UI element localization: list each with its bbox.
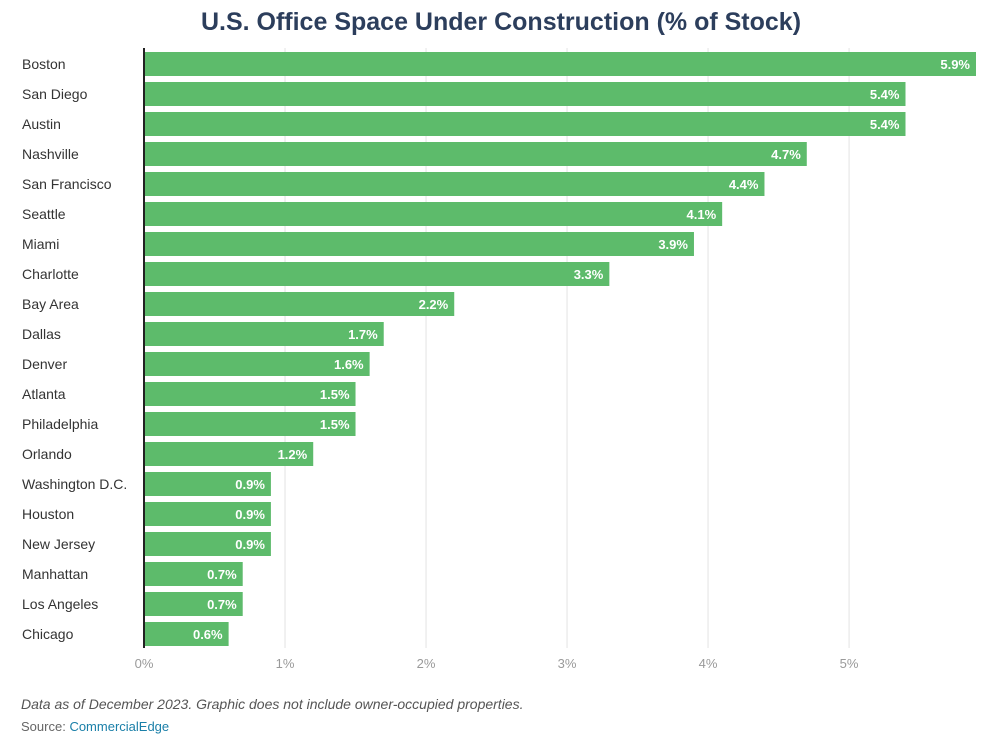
value-label: 0.9% [235, 507, 265, 522]
bar [144, 502, 271, 526]
source-line: Source: CommercialEdge [21, 719, 169, 734]
value-label: 5.4% [870, 87, 900, 102]
bar [144, 382, 356, 406]
value-labels: 5.9% 5.4% 5.4% 4.7% 4.4% 4.1% 3.9% 3.3% 2.2% 1.7%… [193, 57, 970, 642]
bar-chart: Boston San Diego Austin Nashville San Franci… [22, 48, 976, 671]
value-label: 0.9% [235, 537, 265, 552]
value-label: 0.9% [235, 477, 265, 492]
x-axis-tick-labels: 0% 1% 2% 3% 4% 5% [135, 656, 859, 671]
category-label: Washington D.C. [22, 476, 127, 492]
bar [144, 112, 906, 136]
bar [144, 532, 271, 556]
value-label: 4.4% [729, 177, 759, 192]
x-tick-label: 5% [840, 656, 859, 671]
value-label: 5.9% [940, 57, 970, 72]
category-label: New Jersey [22, 536, 95, 552]
category-labels: Boston San Diego Austin Nashville San Franci… [22, 56, 127, 642]
category-label: Dallas [22, 326, 61, 342]
value-label: 4.7% [771, 147, 801, 162]
category-label: Austin [22, 116, 61, 132]
bar [144, 562, 243, 586]
category-label: Miami [22, 236, 59, 252]
bar [144, 322, 384, 346]
value-label: 3.9% [658, 237, 688, 252]
value-label: 3.3% [574, 267, 604, 282]
category-label: Atlanta [22, 386, 66, 402]
x-tick-label: 1% [276, 656, 295, 671]
bar [144, 262, 610, 286]
value-label: 1.5% [320, 387, 350, 402]
bar [144, 412, 356, 436]
value-label: 1.2% [278, 447, 308, 462]
value-label: 1.5% [320, 417, 350, 432]
bar [144, 622, 229, 646]
category-label: Bay Area [22, 296, 79, 312]
category-label: Orlando [22, 446, 72, 462]
category-label: Nashville [22, 146, 79, 162]
category-label: Houston [22, 506, 74, 522]
category-label: Los Angeles [22, 596, 98, 612]
value-label: 0.6% [193, 627, 223, 642]
value-label: 1.6% [334, 357, 364, 372]
footnote: Data as of December 2023. Graphic does n… [21, 696, 524, 712]
bar [144, 442, 314, 466]
category-label: San Francisco [22, 176, 112, 192]
category-label: Seattle [22, 206, 66, 222]
value-label: 4.1% [687, 207, 717, 222]
bar [144, 202, 723, 226]
x-tick-label: 0% [135, 656, 154, 671]
bar [144, 472, 271, 496]
category-label: Philadelphia [22, 416, 98, 432]
value-label: 0.7% [207, 567, 237, 582]
bar [144, 82, 906, 106]
source-label: Source: [21, 719, 66, 734]
category-label: Chicago [22, 626, 74, 642]
bar [144, 52, 976, 76]
value-label: 0.7% [207, 597, 237, 612]
value-label: 2.2% [419, 297, 449, 312]
grid-lines [284, 48, 850, 648]
value-label: 5.4% [870, 117, 900, 132]
value-label: 1.7% [348, 327, 378, 342]
x-tick-label: 2% [417, 656, 436, 671]
chart-title: U.S. Office Space Under Construction (% … [200, 8, 802, 36]
bar [144, 142, 807, 166]
bar [144, 352, 370, 376]
bar [144, 292, 455, 316]
x-tick-label: 3% [558, 656, 577, 671]
category-label: San Diego [22, 86, 88, 102]
category-label: Manhattan [22, 566, 88, 582]
bar [144, 592, 243, 616]
x-tick-label: 4% [699, 656, 718, 671]
source-link[interactable]: CommercialEdge [69, 719, 170, 734]
bar [144, 172, 765, 196]
bar [144, 232, 694, 256]
category-label: Charlotte [22, 266, 79, 282]
bars [144, 52, 976, 646]
category-label: Denver [22, 356, 67, 372]
category-label: Boston [22, 56, 66, 72]
